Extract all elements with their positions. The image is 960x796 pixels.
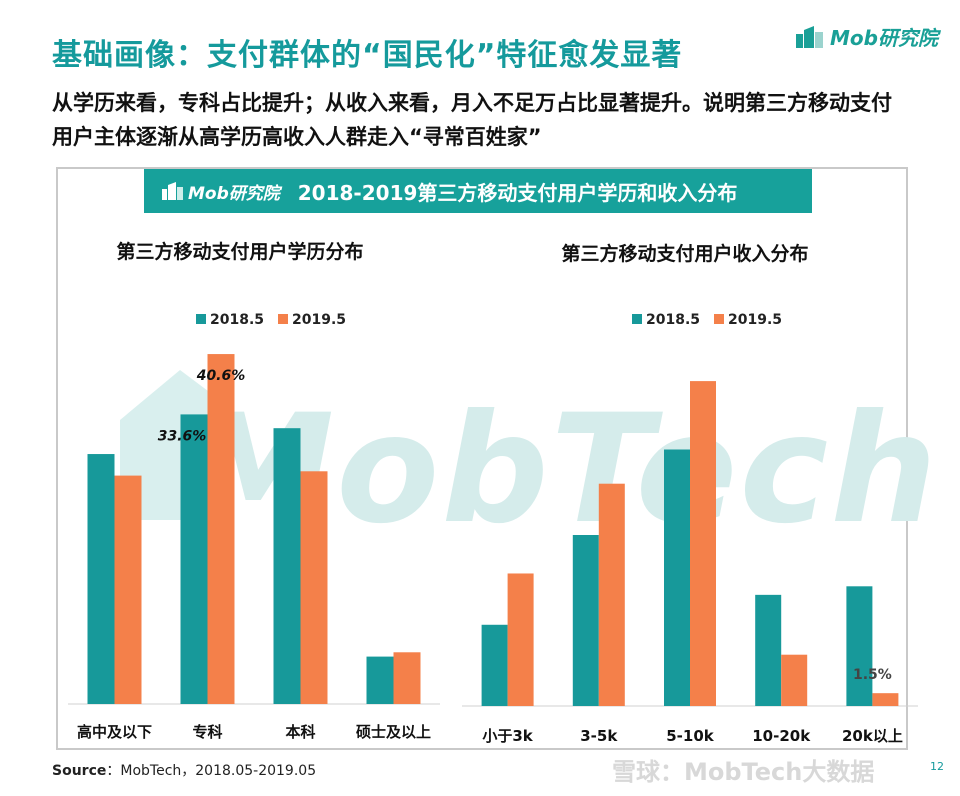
chart-banner: Mob研究院 2018-2019第三方移动支付用户学历和收入分布	[144, 169, 812, 213]
source-note: Source：MobTech，2018.05-2019.05	[52, 760, 316, 780]
page-number: 12	[930, 760, 944, 773]
income-legend-swatch-1	[714, 314, 724, 324]
education-bar-0-2	[273, 428, 301, 704]
income-bar-0-0	[481, 624, 508, 706]
building-logo-icon	[796, 25, 824, 48]
education-category-label-1: 专科	[192, 723, 222, 741]
education-bar-1-2	[300, 471, 328, 704]
education-legend-label-1: 2019.5	[292, 312, 346, 328]
education-bar-1-3	[393, 652, 421, 704]
source-text: ：MobTech，2018.05-2019.05	[106, 763, 317, 779]
source-label: Source	[52, 763, 107, 779]
education-bar-0-0	[87, 454, 115, 704]
education-legend-swatch-1	[278, 314, 288, 324]
banner-logo: Mob研究院	[162, 179, 280, 204]
banner-logo-text: Mob研究院	[188, 183, 280, 204]
education-legend-label-0: 2018.5	[210, 312, 264, 328]
education-category-label-2: 本科	[285, 723, 315, 741]
education-category-label-3: 硕士及以上	[356, 723, 431, 741]
income-bar-1-1	[598, 483, 625, 706]
education-bar-0-1	[180, 414, 208, 704]
chart-panel	[56, 167, 908, 750]
income-bar-1-0	[507, 573, 534, 706]
education-data-label-1-1: 40.6%	[196, 368, 246, 384]
building-logo-icon	[162, 182, 183, 200]
income-category-label-4: 20k以上	[842, 727, 903, 745]
income-category-label-0: 小于3k	[482, 727, 533, 745]
income-bar-0-4	[846, 586, 873, 706]
income-bar-1-3	[781, 654, 808, 706]
education-legend-swatch-0	[196, 314, 206, 324]
footer-watermark: 雪球：MobTech大数据	[612, 758, 875, 786]
education-bar-1-1	[207, 354, 235, 704]
banner-title: 2018-2019第三方移动支付用户学历和收入分布	[297, 180, 738, 205]
income-bar-1-4	[872, 693, 899, 706]
education-data-label-0-1: 33.6%	[158, 428, 207, 444]
income-legend-label-1: 2019.5	[728, 312, 782, 328]
income-category-label-3: 10-20k	[752, 727, 811, 745]
education-chart-title: 第三方移动支付用户学历分布	[116, 240, 363, 263]
education-category-label-0: 高中及以下	[77, 723, 152, 741]
income-bar-0-1	[572, 535, 599, 706]
page-subtitle: 从学历来看，专科占比提升；从收入来看，月入不足万占比显著提升。说明第三方移动支付…	[52, 91, 892, 149]
income-bar-1-2	[690, 381, 716, 706]
brand-logo-text: Mob研究院	[830, 26, 938, 50]
income-data-label-1-4: 1.5%	[853, 667, 892, 683]
brand-logo: Mob研究院	[796, 22, 938, 51]
page-title: 基础画像：支付群体的“国民化”特征愈发显著	[52, 38, 683, 73]
income-category-label-2: 5-10k	[666, 727, 715, 745]
income-legend-label-0: 2018.5	[646, 312, 700, 328]
income-category-label-1: 3-5k	[580, 727, 618, 745]
income-legend-swatch-0	[632, 314, 642, 324]
income-chart-title: 第三方移动支付用户收入分布	[561, 242, 808, 265]
education-bar-0-3	[366, 656, 394, 704]
education-bar-1-0	[114, 475, 142, 704]
income-bar-0-3	[755, 594, 782, 706]
income-bar-0-2	[664, 449, 690, 706]
